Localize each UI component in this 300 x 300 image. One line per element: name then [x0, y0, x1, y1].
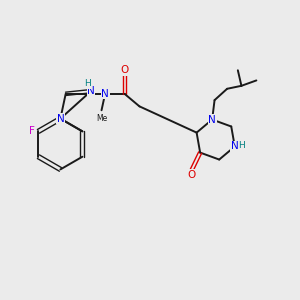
Text: F: F	[29, 126, 35, 136]
Text: N: N	[56, 114, 64, 124]
Text: O: O	[120, 65, 129, 75]
Text: N: N	[208, 115, 216, 124]
Text: N: N	[231, 142, 239, 152]
Text: O: O	[187, 170, 195, 180]
Text: N: N	[87, 86, 95, 96]
Text: N: N	[101, 89, 109, 99]
Text: H: H	[238, 140, 245, 149]
Text: Me: Me	[96, 114, 107, 123]
Text: H: H	[84, 79, 91, 88]
